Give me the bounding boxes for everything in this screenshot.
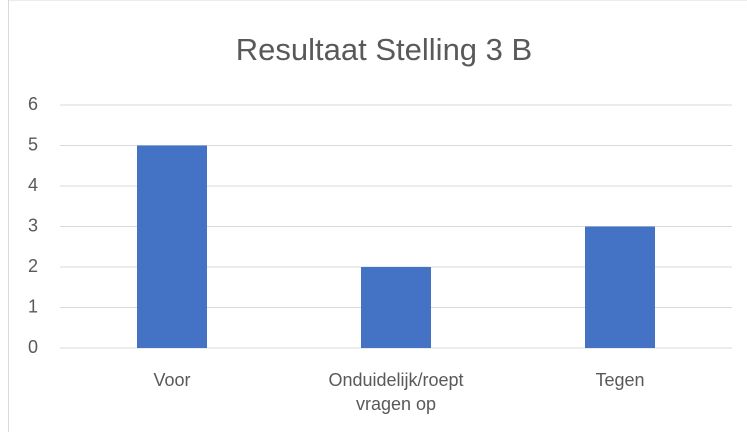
y-tick-label: 3: [28, 215, 38, 235]
x-tick-label: Tegen: [595, 370, 645, 390]
y-tick-label: 1: [28, 296, 38, 316]
y-tick-label: 0: [28, 337, 38, 357]
bar: [585, 226, 655, 348]
y-tick-label: 5: [28, 134, 38, 154]
chart-title: Resultaat Stelling 3 B: [236, 32, 532, 67]
y-tick-label: 6: [28, 94, 38, 114]
bar: [137, 145, 207, 348]
y-tick-label: 4: [28, 175, 38, 195]
x-tick-label: Onduidelijk/roept vragen op: [328, 370, 464, 414]
y-tick-label: 2: [28, 256, 38, 276]
chart-border: [8, 0, 747, 432]
bar: [361, 267, 431, 348]
x-tick-label: Voor: [153, 370, 191, 390]
